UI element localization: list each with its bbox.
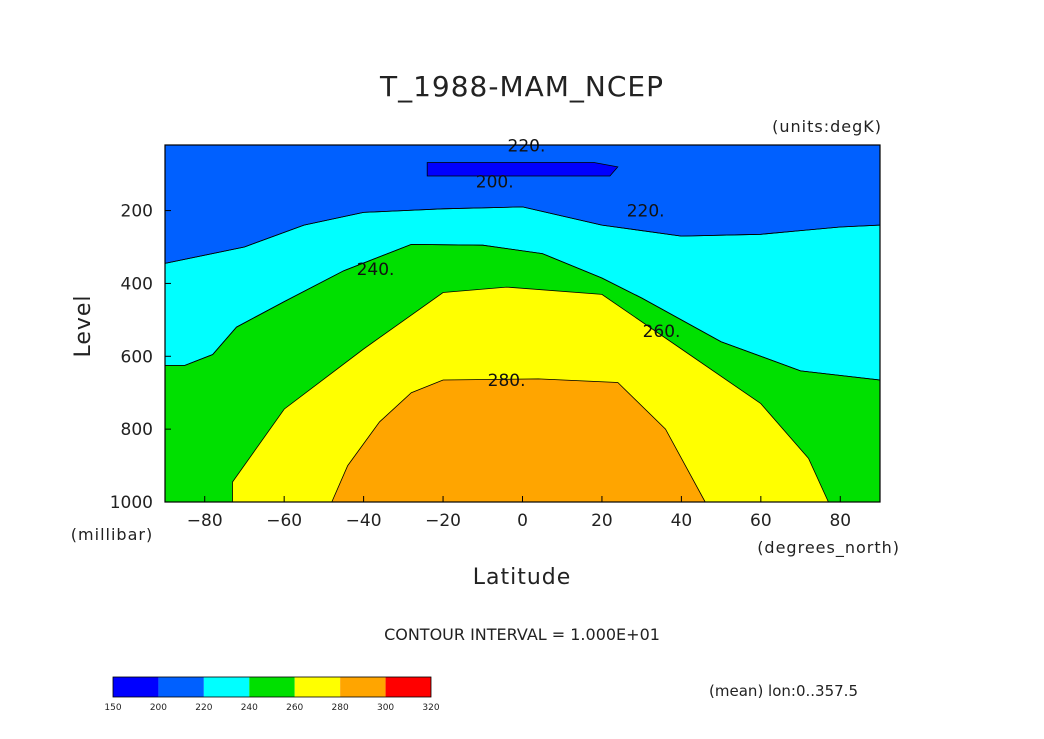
colorbar-swatch — [385, 677, 431, 697]
region-200-220 — [165, 145, 880, 264]
contour-label: 280. — [488, 371, 526, 391]
x-tick-label: 0 — [517, 511, 528, 531]
x-axis-units: (degrees_north) — [757, 538, 900, 558]
y-tick-label: 400 — [121, 274, 153, 294]
x-tick-label: −60 — [266, 511, 302, 531]
x-tick-label: 60 — [750, 511, 772, 531]
contour-line-280-300 — [331, 378, 706, 503]
region-150-200 — [427, 162, 618, 176]
x-tick-label: 40 — [671, 511, 693, 531]
colorbar-swatch — [158, 677, 204, 697]
x-axis-ticks: −80 −60 −40 −20 0 20 40 60 80 — [187, 496, 851, 531]
chart-title: T_1988-MAM_NCEP — [379, 70, 664, 103]
colorbar-swatch — [294, 677, 341, 697]
colorbar-label: 320 — [422, 703, 439, 713]
colorbar-label: 260 — [286, 703, 303, 713]
contour-labels: 220. 200. 220. 240. 260. 280. — [357, 137, 681, 391]
units-label: (units:degK) — [772, 117, 882, 136]
contour-line-260-280 — [232, 286, 830, 503]
y-tick-label: 1000 — [110, 493, 153, 513]
colorbar-label: 300 — [377, 703, 394, 713]
y-tick-label: 200 — [121, 202, 153, 222]
x-axis-label: Latitude — [473, 565, 572, 590]
y-axis-units: (millibar) — [71, 525, 153, 544]
colorbar-label: 240 — [241, 703, 258, 713]
colorbar-swatch — [340, 677, 386, 697]
x-tick-label: −40 — [346, 511, 382, 531]
colorbar-swatch — [113, 677, 159, 697]
region-280-300 — [331, 378, 706, 502]
mean-lon-note: (mean) lon:0..357.5 — [709, 682, 858, 700]
x-tick-label: 80 — [829, 511, 851, 531]
x-tick-label: 20 — [591, 511, 613, 531]
contour-line-150-200 — [426, 162, 619, 177]
contour-interval-footer: CONTOUR INTERVAL = 1.000E+01 — [384, 625, 660, 644]
colorbar: 150 200 220 240 260 280 300 320 — [104, 676, 440, 713]
colorbar-label: 280 — [332, 703, 349, 713]
y-axis-label: Level — [71, 294, 96, 357]
contour-label: 220. — [508, 137, 546, 157]
x-tick-label: −20 — [425, 511, 461, 531]
y-axis-ticks: 200 400 600 800 1000 — [110, 202, 171, 513]
colorbar-swatch — [249, 677, 295, 697]
contour-label: 240. — [357, 260, 395, 280]
contour-label: 260. — [643, 322, 681, 342]
colorbar-swatch — [203, 677, 250, 697]
colorbar-label: 200 — [150, 703, 167, 713]
filled-contour-regions — [165, 145, 880, 502]
y-tick-label: 600 — [121, 347, 153, 367]
contour-label: 220. — [627, 202, 665, 222]
y-tick-label: 800 — [121, 420, 153, 440]
colorbar-label: 220 — [195, 703, 212, 713]
x-tick-label: −80 — [187, 511, 223, 531]
colorbar-label: 150 — [104, 703, 121, 713]
contour-label: 200. — [476, 172, 514, 192]
colorbar-frame — [112, 676, 432, 698]
region-220-240 — [165, 206, 880, 380]
